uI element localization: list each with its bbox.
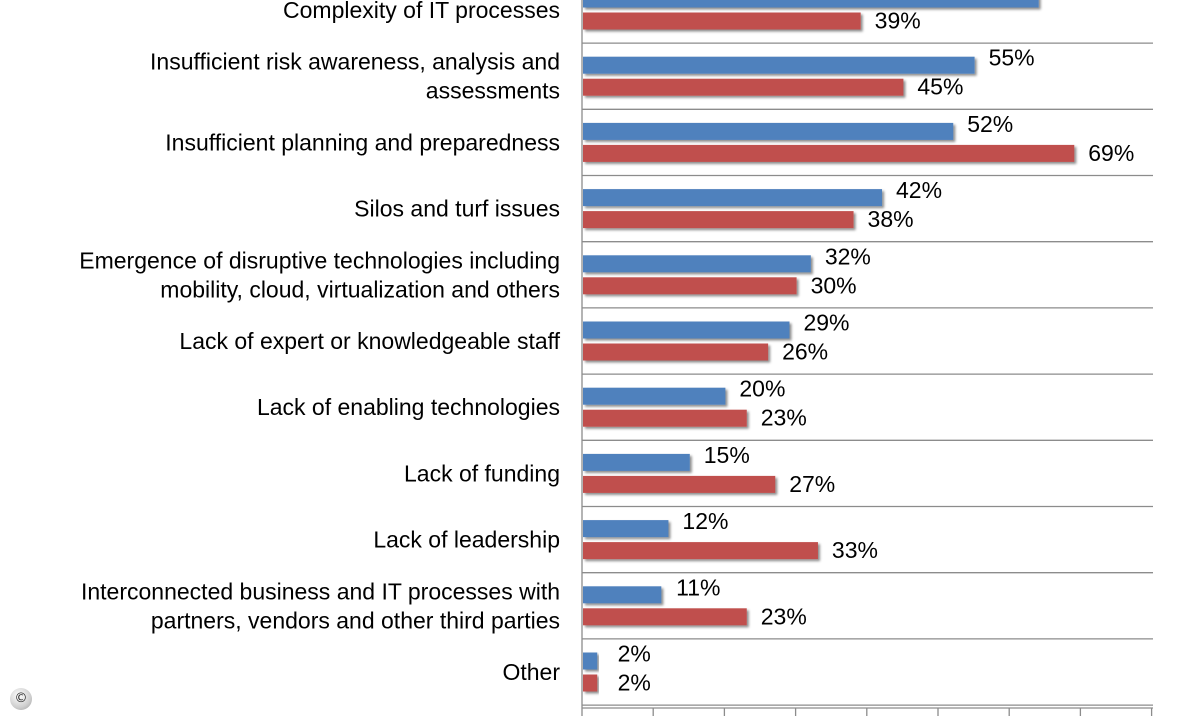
data-label: 11%	[676, 574, 720, 600]
category-label: Lack of expert or knowledgeable staff	[179, 328, 560, 354]
bar	[583, 189, 883, 207]
bar	[583, 343, 769, 361]
bar	[583, 321, 790, 339]
data-label: 69%	[1088, 140, 1134, 166]
category-label: Emergence of disruptive technologies inc…	[79, 247, 560, 273]
data-label: 42%	[896, 177, 942, 203]
category-label: assessments	[426, 78, 560, 104]
bar	[583, 652, 598, 670]
bar	[583, 520, 669, 538]
bar	[583, 387, 726, 405]
data-label: 45%	[917, 74, 963, 100]
bar	[583, 277, 797, 295]
bar	[583, 586, 662, 604]
bar	[583, 674, 598, 692]
copyright-icon: ©	[10, 688, 32, 710]
category-label: Other	[502, 659, 560, 685]
grid-lines	[581, 0, 1153, 716]
bars	[583, 0, 1075, 692]
data-label: 52%	[967, 111, 1013, 137]
category-label: partners, vendors and other third partie…	[151, 607, 560, 633]
data-label: 23%	[761, 603, 807, 629]
category-label: Lack of funding	[404, 460, 560, 486]
data-label: 12%	[682, 508, 728, 534]
category-label: Insufficient risk awareness, analysis an…	[150, 49, 560, 75]
data-label: 2%	[618, 641, 651, 667]
data-label: 23%	[761, 405, 807, 431]
bar	[583, 122, 954, 140]
data-label: 2%	[618, 670, 651, 696]
bar	[583, 542, 818, 560]
data-label: 20%	[739, 376, 785, 402]
bar	[583, 211, 854, 229]
data-label: 39%	[875, 8, 921, 34]
category-label: mobility, cloud, virtualization and othe…	[160, 276, 560, 302]
category-label: Insufficient planning and preparedness	[165, 129, 560, 155]
category-label: Lack of leadership	[373, 527, 560, 553]
bar	[583, 78, 904, 96]
data-label: 30%	[811, 272, 857, 298]
data-label: 15%	[704, 442, 750, 468]
bar	[583, 608, 747, 626]
bar	[583, 144, 1075, 162]
data-label: 32%	[825, 243, 871, 269]
data-label: 55%	[989, 45, 1035, 71]
category-label: Lack of enabling technologies	[257, 394, 560, 420]
data-label: 64%	[1053, 0, 1099, 5]
bar	[583, 0, 1039, 8]
bar	[583, 56, 975, 74]
data-label: 26%	[782, 339, 828, 365]
data-label: 38%	[868, 206, 914, 232]
data-label: 27%	[789, 471, 835, 497]
data-label: 33%	[832, 537, 878, 563]
data-label: 29%	[803, 310, 849, 336]
bar	[583, 475, 776, 493]
category-label: Silos and turf issues	[354, 196, 560, 222]
bar	[583, 12, 861, 30]
labels: Complexity of IT processes 64% 39% Insuffic…	[79, 0, 1134, 696]
category-label: Interconnected business and IT processes…	[81, 578, 560, 604]
bar	[583, 409, 747, 427]
category-label: Complexity of IT processes	[283, 0, 560, 23]
bar	[583, 453, 690, 471]
bar	[583, 255, 811, 273]
